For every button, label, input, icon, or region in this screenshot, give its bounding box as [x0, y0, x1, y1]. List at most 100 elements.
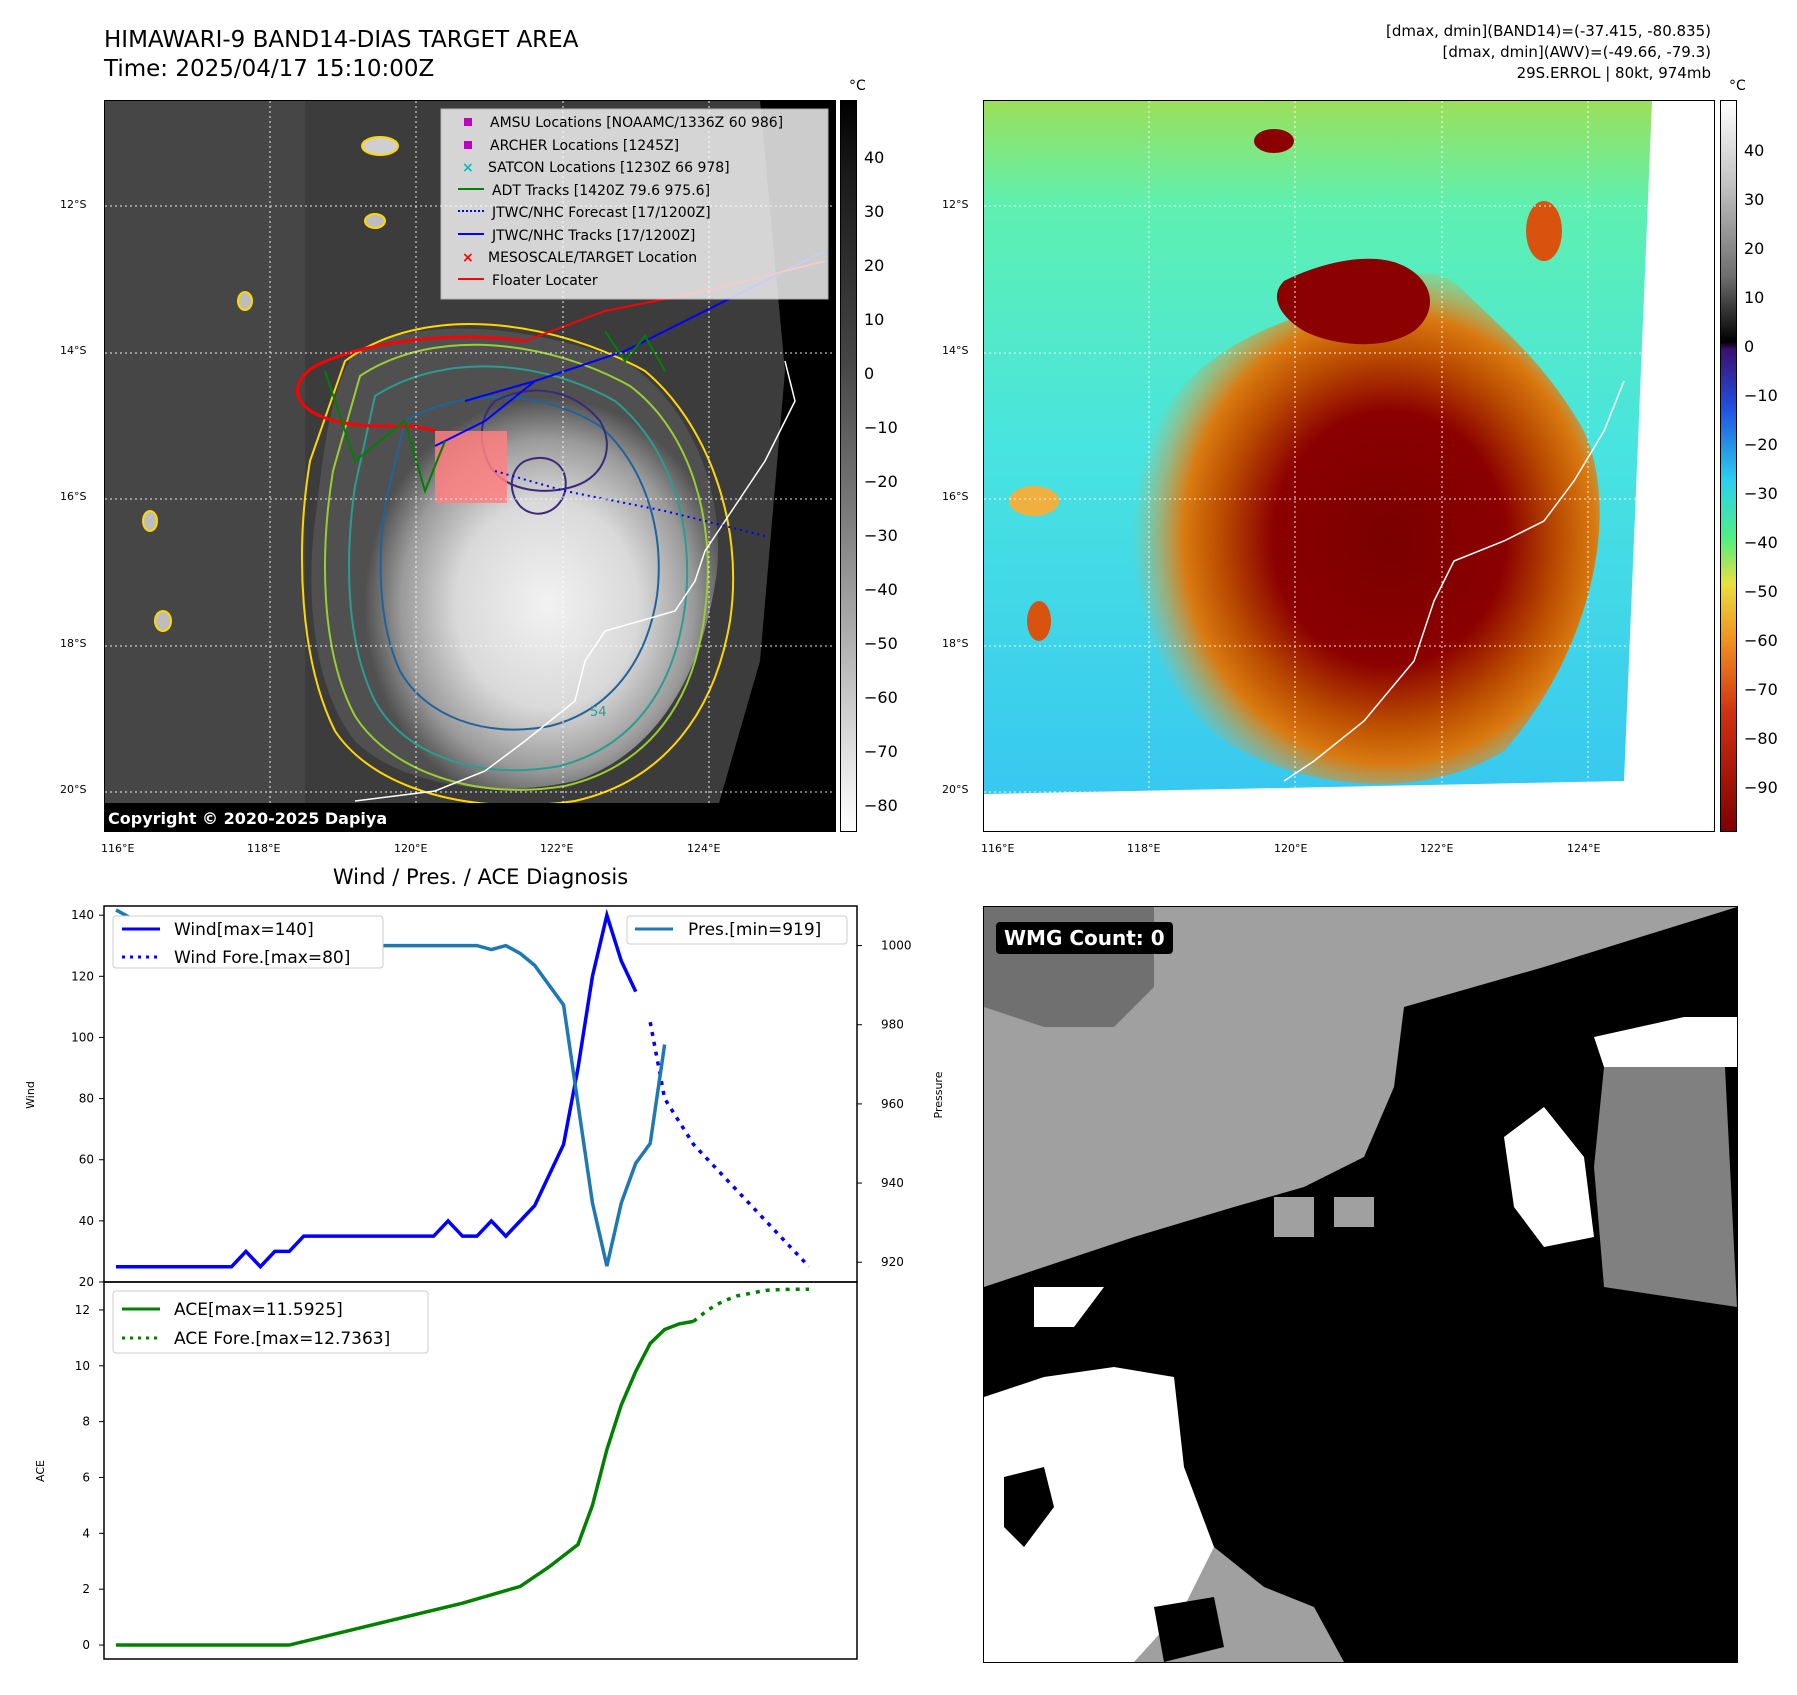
- ir-lon-tick: 116°E: [101, 842, 135, 855]
- ir-lat-tick: 18°S: [60, 637, 87, 650]
- legend-label-floater: Floater Locater: [492, 272, 598, 289]
- wind-ytick-label: 60: [79, 1153, 94, 1167]
- pres-ytick-label: 940: [881, 1176, 904, 1190]
- legend-label-ace: ACE[max=11.5925]: [174, 1300, 343, 1320]
- ir-cb-tick: 40: [864, 148, 885, 167]
- pres-ytick-label: 980: [881, 1018, 904, 1032]
- legend-label-ace-fore: ACE Fore.[max=12.7363]: [174, 1329, 390, 1349]
- awv-map-panel: [983, 100, 1715, 832]
- wind-ylabel: Wind: [24, 1081, 37, 1109]
- ace-legend: ACE[max=11.5925] ACE Fore.[max=12.7363]: [112, 1290, 429, 1354]
- ir-lat-tick: 14°S: [60, 344, 87, 357]
- legend-marker-adt: [458, 187, 484, 190]
- pres-legend: Pres.[min=919]: [626, 915, 848, 945]
- awv-lat-tick: 18°S: [942, 637, 969, 650]
- legend-label-jtwc-forecast: JTWC/NHC Forecast [17/1200Z]: [492, 205, 711, 221]
- legend-item-jtwc-tracks: JTWC/NHC Tracks [17/1200Z]: [458, 225, 838, 248]
- awv-cb-tick: 0: [1744, 337, 1755, 356]
- legend-item-archer: ARCHER Locations [1245Z]: [458, 135, 838, 158]
- awv-colorbar-ticks: 40 30 20 10 0 −10 −20 −30 −40 −50 −60 −7…: [1744, 0, 1794, 830]
- wind-ytick-label: 20: [79, 1275, 94, 1289]
- ace-ytick-label: 8: [82, 1415, 90, 1429]
- wind-ytick-label: 40: [79, 1214, 94, 1228]
- ir-cb-tick: −10: [864, 418, 898, 437]
- legend-marker-jtwc-tracks: [458, 232, 484, 235]
- awv-cb-tick: 10: [1744, 288, 1765, 307]
- awv-cb-tick: −50: [1744, 582, 1778, 601]
- legend-marker-amsu: [464, 118, 472, 126]
- awv-lat-tick: 14°S: [942, 344, 969, 357]
- ace-ytick-label: 10: [75, 1359, 90, 1373]
- ace-ytick-label: 4: [82, 1526, 90, 1540]
- wind-line: [116, 908, 638, 1270]
- wind-ytick-label: 120: [71, 969, 94, 983]
- pres-ylabel: Pressure: [932, 1071, 945, 1118]
- wind-legend: Wind[max=140] Wind Fore.[max=80]: [112, 915, 384, 969]
- awv-map-image: [984, 101, 1714, 831]
- awv-lon-tick: 120°E: [1274, 842, 1308, 855]
- wmg-image: [984, 907, 1737, 1662]
- ir-cb-tick: −60: [864, 688, 898, 707]
- ir-cb-tick: 30: [864, 202, 885, 221]
- awv-cb-tick: −10: [1744, 386, 1778, 405]
- legend-label-adt: ADT Tracks [1420Z 79.6 975.6]: [492, 182, 711, 199]
- ir-lon-tick: 118°E: [247, 842, 281, 855]
- legend-label-jtwc-tracks: JTWC/NHC Tracks [17/1200Z]: [492, 227, 696, 244]
- awv-cb-tick: −60: [1744, 631, 1778, 650]
- awv-lon-tick: 122°E: [1420, 842, 1454, 855]
- ir-cb-tick: −70: [864, 742, 898, 761]
- ir-cb-tick: −30: [864, 526, 898, 545]
- pres-ytick-label: 960: [881, 1097, 904, 1111]
- legend-label-amsu: AMSU Locations [NOAAMC/1336Z 60 986]: [490, 115, 784, 131]
- ir-cb-tick: −50: [864, 634, 898, 653]
- ir-map-image: [105, 101, 835, 831]
- legend-marker-floater: [458, 277, 484, 280]
- ir-map-panel: [104, 100, 836, 832]
- ir-lat-tick: 16°S: [60, 490, 87, 503]
- ace-axes-frame: [103, 1281, 858, 1660]
- legend-item-mesoscale: × MESOSCALE/TARGET Location: [458, 247, 838, 270]
- ir-lon-tick: 122°E: [540, 842, 574, 855]
- ir-cb-tick: 20: [864, 256, 885, 275]
- ir-cb-tick: −80: [864, 796, 898, 815]
- awv-cb-tick: −80: [1744, 729, 1778, 748]
- ir-legend: AMSU Locations [NOAAMC/1336Z 60 986] ARC…: [458, 112, 838, 292]
- legend-label-mesoscale: MESOSCALE/TARGET Location: [488, 250, 698, 266]
- ir-colorbar-ticks: 40 30 20 10 0 −10 −20 −30 −40 −50 −60 −7…: [864, 0, 914, 830]
- awv-lon-tick: 124°E: [1567, 842, 1601, 855]
- awv-cb-tick: −20: [1744, 435, 1778, 454]
- ace-ytick-label: 12: [75, 1303, 90, 1317]
- legend-item-adt: ADT Tracks [1420Z 79.6 975.6]: [458, 180, 838, 203]
- awv-cb-tick: −40: [1744, 533, 1778, 552]
- contour-label: 54: [590, 705, 607, 720]
- figure-time: Time: 2025/04/17 15:10:00Z: [104, 56, 435, 82]
- legend-marker-archer: [464, 140, 472, 149]
- ir-cb-tick: 0: [864, 364, 875, 383]
- ir-cb-tick: −40: [864, 580, 898, 599]
- awv-lat-tick: 16°S: [942, 490, 969, 503]
- awv-lon-tick: 116°E: [981, 842, 1015, 855]
- ace-forecast-line: [692, 1287, 809, 1323]
- ir-cb-tick: −20: [864, 472, 898, 491]
- pres-ytick-label: 920: [881, 1255, 904, 1269]
- legend-marker-satcon: ×: [462, 160, 474, 176]
- awv-cb-tick: 30: [1744, 190, 1765, 209]
- awv-colorbar: [1720, 100, 1737, 832]
- chart-title: Wind / Pres. / ACE Diagnosis: [332, 865, 629, 889]
- legend-label-wind-fore: Wind Fore.[max=80]: [174, 948, 350, 968]
- awv-cb-tick: −30: [1744, 484, 1778, 503]
- ir-lat-tick: 20°S: [60, 783, 87, 796]
- wmg-count-badge: WMG Count: 0: [996, 922, 1173, 954]
- awv-cb-tick: 40: [1744, 141, 1765, 160]
- legend-item-satcon: × SATCON Locations [1230Z 66 978]: [458, 157, 838, 180]
- info-line-2: [dmax, dmin](AWV)=(-49.66, -79.3): [1442, 43, 1711, 61]
- legend-label-wind: Wind[max=140]: [174, 920, 314, 940]
- ace-ytick-label: 0: [82, 1638, 90, 1652]
- wind-ytick-label: 80: [79, 1092, 94, 1106]
- ace-ylabel: ACE: [34, 1460, 47, 1482]
- legend-item-floater: Floater Locater: [458, 270, 838, 293]
- legend-marker-jtwc-forecast: [458, 210, 484, 212]
- ir-colorbar-unit: °C: [849, 78, 866, 94]
- wind-forecast-line: [648, 1021, 811, 1268]
